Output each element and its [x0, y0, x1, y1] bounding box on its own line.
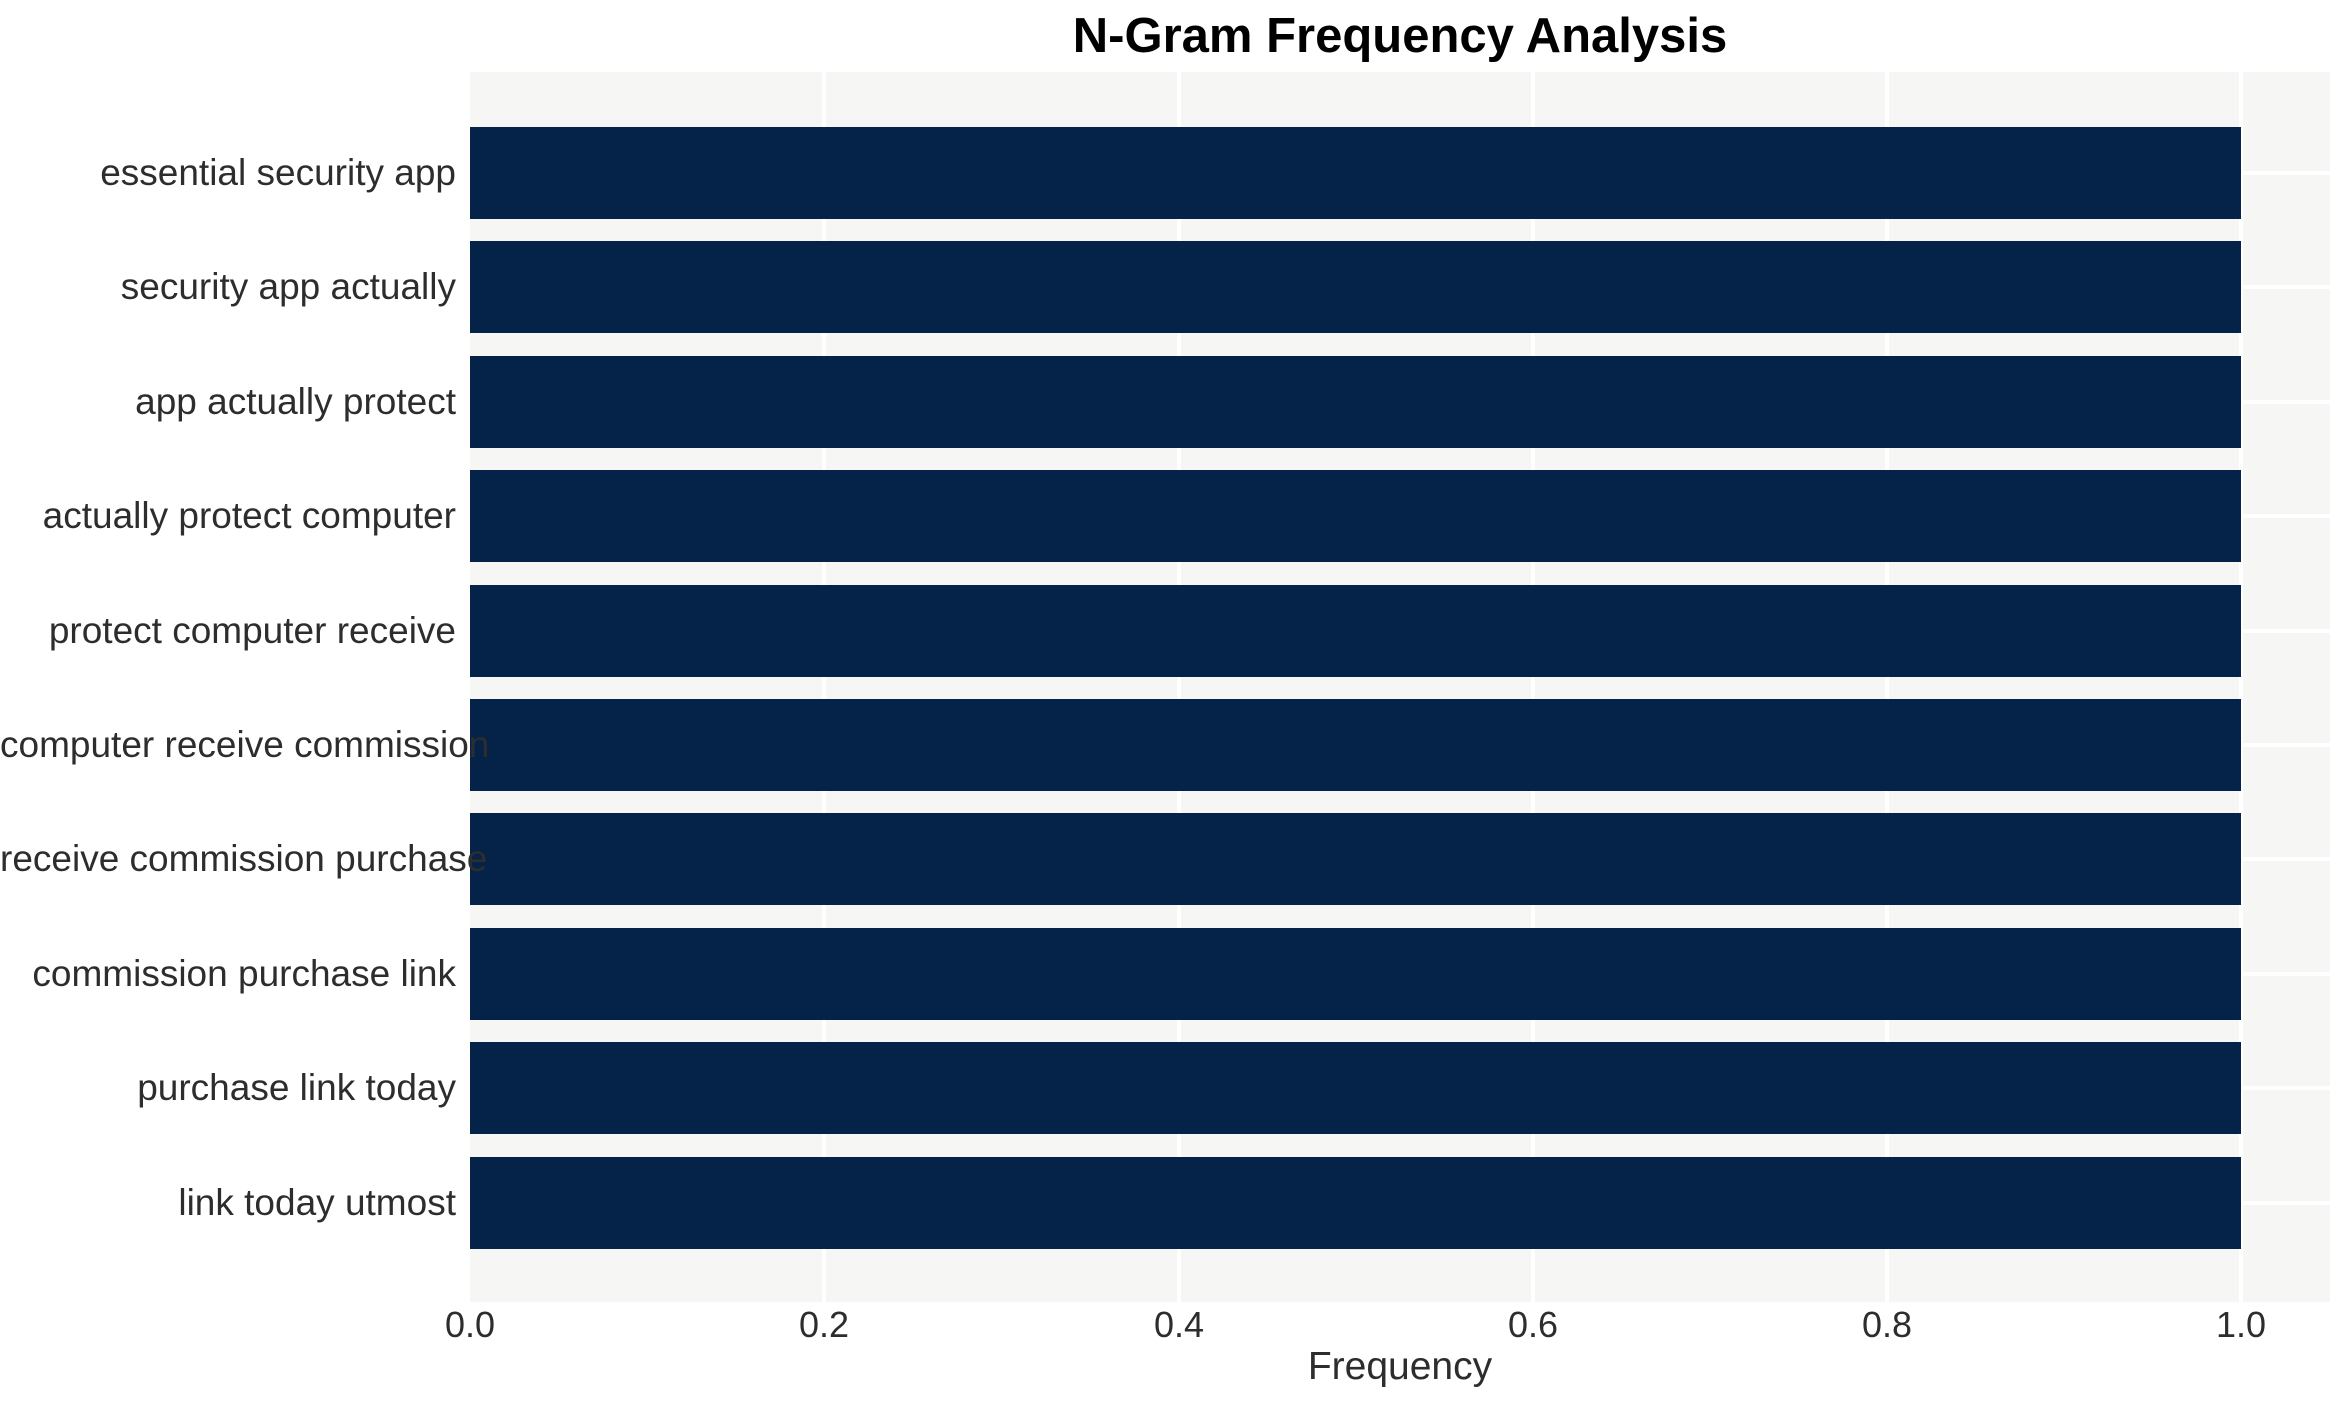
y-tick-label: receive commission purchase	[0, 838, 488, 879]
x-axis-label: Frequency	[1307, 1345, 1493, 1388]
bar	[470, 928, 2241, 1020]
y-tick-label: app actually protect	[135, 381, 456, 422]
x-tick-label: 0.8	[1861, 1304, 1913, 1345]
gridline-vertical	[2239, 72, 2243, 1302]
x-tick-label: 0.2	[798, 1304, 850, 1345]
bar	[470, 699, 2241, 791]
y-tick-label: computer receive commission	[0, 724, 490, 765]
chart-title: N-Gram Frequency Analysis	[1072, 9, 1728, 63]
y-tick-label: actually protect computer	[42, 495, 456, 536]
y-tick-label: commission purchase link	[32, 953, 456, 994]
plot-area	[470, 72, 2330, 1302]
gridline-vertical	[1531, 72, 1535, 1302]
y-tick-label: protect computer receive	[48, 610, 456, 651]
y-tick-label: essential security app	[100, 152, 456, 193]
x-tick-label: 1.0	[2215, 1304, 2267, 1345]
gridline-vertical	[1885, 72, 1889, 1302]
bar	[470, 1157, 2241, 1249]
y-tick-label: security app actually	[120, 266, 456, 307]
bar	[470, 356, 2241, 448]
bar	[470, 127, 2241, 219]
bar	[470, 1042, 2241, 1134]
x-tick-label: 0.6	[1507, 1304, 1559, 1345]
gridline-vertical	[1177, 72, 1181, 1302]
x-tick-label: 0.4	[1153, 1304, 1205, 1345]
gridline-vertical	[822, 72, 826, 1302]
bar	[470, 470, 2241, 562]
x-tick-label: 0.0	[444, 1304, 496, 1345]
bar	[470, 241, 2241, 333]
y-tick-label: purchase link today	[137, 1067, 456, 1108]
bar	[470, 813, 2241, 905]
bar	[470, 585, 2241, 677]
y-tick-label: link today utmost	[178, 1182, 456, 1223]
